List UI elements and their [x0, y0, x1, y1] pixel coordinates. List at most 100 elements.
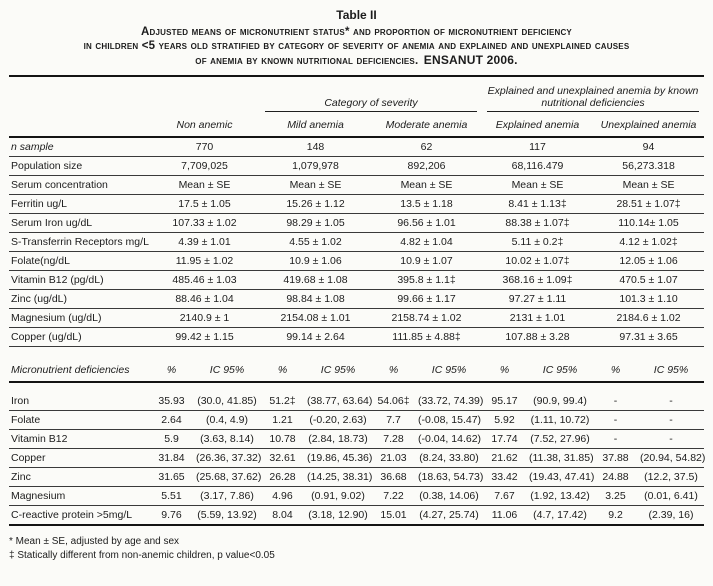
value-cell: Mean ± SE — [593, 175, 705, 195]
table-row: Copper 31.84 (26.36, 37.32) 32.61 (19.86, 45… — [9, 448, 705, 468]
value-cell: 21.62 — [482, 448, 527, 468]
value-cell: 94 — [593, 137, 705, 157]
row-label: Population size — [9, 156, 149, 176]
value-cell: 4.12 ± 1.02‡ — [593, 232, 705, 252]
value-cell: 368.16 ± 1.09‡ — [482, 270, 593, 290]
row-label: Vitamin B12 — [9, 429, 149, 449]
value-cell: 96.56 ± 1.01 — [371, 213, 482, 233]
value-cell: (90.9, 99.4) — [527, 382, 593, 411]
value-cell: 2158.74 ± 1.02 — [371, 308, 482, 328]
value-cell: 99.14 ± 2.64 — [260, 327, 371, 347]
value-cell: 12.05 ± 1.06 — [593, 251, 705, 271]
value-cell: - — [638, 410, 705, 430]
value-cell: 4.39 ± 1.01 — [149, 232, 260, 252]
value-cell: 3.25 — [593, 486, 638, 506]
value-cell: 15.26 ± 1.12 — [260, 194, 371, 214]
value-cell: 5.11 ± 0.2‡ — [482, 232, 593, 252]
table-row: S-Transferrin Receptors mg/L 4.39 ± 1.01 4… — [9, 232, 705, 252]
value-cell: (8.24, 33.80) — [416, 448, 482, 468]
table-row: Magnesium 5.51 (3.17, 7.86) 4.96 (0.91, 9.02… — [9, 486, 705, 506]
value-cell: 54.06‡ — [371, 382, 416, 411]
value-cell: 7,709,025 — [149, 156, 260, 176]
value-cell: 148 — [260, 137, 371, 157]
value-cell: 17.74 — [482, 429, 527, 449]
value-cell: 107.88 ± 3.28 — [482, 327, 593, 347]
value-cell: 21.03 — [371, 448, 416, 468]
value-cell: (33.72, 74.39) — [416, 382, 483, 411]
value-cell: (0.01, 6.41) — [638, 486, 705, 506]
value-cell: 5.9 — [149, 429, 194, 449]
footnote-significance: ‡ Statically different from non-anemic c… — [9, 550, 275, 561]
value-cell: 88.46 ± 1.04 — [149, 289, 260, 309]
value-cell: (0.4, 4.9) — [194, 410, 260, 430]
column-header-mild-anemia: Mild anemia — [260, 112, 371, 138]
value-cell: - — [593, 410, 638, 430]
value-cell: 32.61 — [260, 448, 305, 468]
row-label: Folate — [9, 410, 149, 430]
value-cell: 110.14± 1.05 — [593, 213, 705, 233]
table-row: Zinc (ug/dL) 88.46 ± 1.04 98.84 ± 1.08 99.6… — [9, 289, 705, 309]
table-row: Ferritin ug/L 17.5 ± 1.05 15.26 ± 1.12 13.5… — [9, 194, 705, 214]
value-cell: 2184.6 ± 1.02 — [593, 308, 705, 328]
percent-header: % — [482, 346, 527, 383]
title-survey-name: ENSANUT 2006. — [423, 53, 518, 67]
ic95-header: IC 95% — [305, 346, 371, 383]
value-cell: (2.84, 18.73) — [305, 429, 371, 449]
table-number: Table II — [336, 8, 377, 22]
group-header-explained: Explained and unexplained anemia by know… — [482, 77, 704, 112]
value-cell: 97.31 ± 3.65 — [593, 327, 705, 347]
value-cell: 26.28 — [260, 467, 305, 487]
value-cell: 770 — [149, 137, 260, 157]
value-cell: 2.64 — [149, 410, 194, 430]
value-cell: 31.65 — [149, 467, 194, 487]
row-label: Serum Iron ug/dL — [9, 213, 149, 233]
value-cell: 4.96 — [260, 486, 305, 506]
footnotes: * Mean ± SE, adjusted by age and sex ‡ S… — [9, 535, 704, 563]
value-cell: 117 — [482, 137, 593, 157]
table-row: C-reactive protein >5mg/L 9.76 (5.59, 13.9… — [9, 505, 705, 526]
column-header-unexplained-anemia: Unexplained anemia — [593, 112, 705, 138]
value-cell: 5.92 — [482, 410, 527, 430]
value-cell: 56,273.318 — [593, 156, 705, 176]
value-cell: (7.52, 27.96) — [527, 429, 593, 449]
value-cell: (5.59, 13.92) — [194, 505, 260, 526]
value-cell: 10.78 — [260, 429, 305, 449]
value-cell: 88.38 ± 1.07‡ — [482, 213, 593, 233]
table-title-block: Table II Adjusted means of micronutrient… — [9, 8, 704, 68]
table-row: Folate 2.64 (0.4, 4.9) 1.21 (-0.20, 2.63) 7.7… — [9, 410, 705, 430]
table-row: Vitamin B12 5.9 (3.63, 8.14) 10.78 (2.84, 18… — [9, 429, 705, 449]
row-label: Ferritin ug/L — [9, 194, 149, 214]
value-cell: Mean ± SE — [371, 175, 482, 195]
row-label: Serum concentration — [9, 175, 149, 195]
value-cell: 28.51 ± 1.07‡ — [593, 194, 705, 214]
value-cell: 1.21 — [260, 410, 305, 430]
value-cell: 101.3 ± 1.10 — [593, 289, 705, 309]
value-cell: - — [593, 429, 638, 449]
value-cell: 2131 ± 1.01 — [482, 308, 593, 328]
value-cell: 11.06 — [482, 505, 527, 526]
value-cell: 35.93 — [149, 382, 194, 411]
ic95-header: IC 95% — [638, 346, 705, 383]
value-cell: 5.51 — [149, 486, 194, 506]
value-cell: - — [593, 382, 638, 411]
value-cell: 107.33 ± 1.02 — [149, 213, 260, 233]
value-cell: 470.5 ± 1.07 — [593, 270, 705, 290]
value-cell: 36.68 — [371, 467, 416, 487]
value-cell: (25.68, 37.62) — [194, 467, 261, 487]
value-cell: (19.86, 45.36) — [305, 448, 372, 468]
column-header-explained-anemia: Explained anemia — [482, 112, 593, 138]
table-row: Serum concentration Mean ± SE Mean ± SE Mea… — [9, 175, 705, 195]
row-label: Copper — [9, 448, 149, 468]
table-row: Population size 7,709,025 1,079,978 892,206… — [9, 156, 705, 176]
value-cell: 1,079,978 — [260, 156, 371, 176]
value-cell: (-0.08, 15.47) — [416, 410, 482, 430]
row-label: Magnesium (ug/dL) — [9, 308, 149, 328]
row-label: Folate(ng/dL — [9, 251, 149, 271]
value-cell: (14.25, 38.31) — [305, 467, 372, 487]
value-cell: 17.5 ± 1.05 — [149, 194, 260, 214]
percent-header: % — [593, 346, 638, 383]
value-cell: (1.11, 10.72) — [527, 410, 593, 430]
table-row: Vitamin B12 (pg/dL) 485.46 ± 1.03 419.68 ±… — [9, 270, 705, 290]
value-cell: 31.84 — [149, 448, 194, 468]
